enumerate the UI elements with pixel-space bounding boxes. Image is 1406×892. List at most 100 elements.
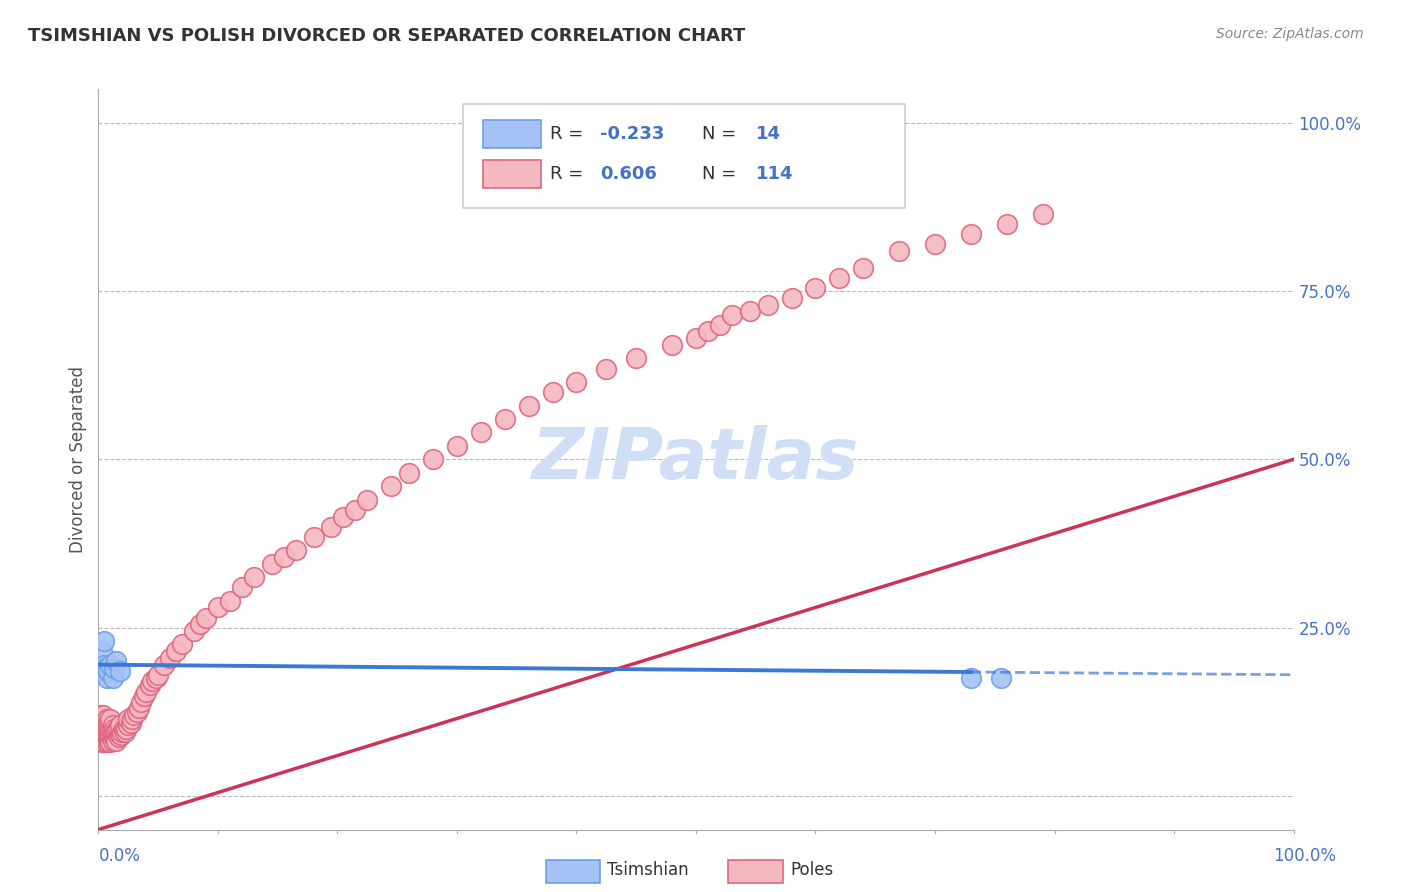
- Point: [96, 712, 118, 726]
- Point: [195, 610, 218, 624]
- Point: [446, 439, 468, 453]
- Text: N =: N =: [702, 165, 742, 183]
- Point: [93, 725, 115, 739]
- Point: [990, 671, 1012, 685]
- Point: [398, 466, 420, 480]
- Point: [273, 549, 295, 564]
- Point: [107, 728, 129, 742]
- Text: ZIPatlas: ZIPatlas: [533, 425, 859, 494]
- Point: [91, 712, 114, 726]
- Text: Tsimshian: Tsimshian: [607, 861, 689, 879]
- Point: [685, 331, 707, 345]
- Point: [98, 722, 122, 736]
- Point: [135, 684, 157, 698]
- Text: N =: N =: [702, 126, 742, 144]
- Point: [93, 634, 115, 648]
- Point: [98, 733, 121, 747]
- Point: [91, 644, 114, 658]
- Point: [153, 657, 176, 672]
- Point: [356, 492, 378, 507]
- Point: [107, 722, 129, 736]
- Point: [91, 735, 114, 749]
- Point: [1032, 207, 1054, 221]
- Point: [302, 530, 325, 544]
- FancyBboxPatch shape: [484, 160, 541, 187]
- Point: [89, 714, 111, 729]
- Point: [98, 735, 122, 749]
- Point: [97, 725, 120, 739]
- Point: [96, 671, 118, 685]
- Point: [565, 375, 588, 389]
- Point: [90, 731, 112, 746]
- Point: [96, 735, 118, 749]
- Point: [94, 714, 117, 729]
- Point: [98, 657, 122, 672]
- Point: [159, 651, 181, 665]
- Point: [97, 665, 120, 679]
- Point: [91, 728, 114, 742]
- Text: Poles: Poles: [790, 861, 834, 879]
- Point: [105, 654, 128, 668]
- Point: [98, 727, 121, 741]
- Point: [422, 452, 444, 467]
- Point: [661, 338, 683, 352]
- Point: [828, 270, 851, 285]
- Point: [90, 725, 112, 739]
- Point: [131, 695, 153, 709]
- Point: [960, 671, 983, 685]
- Point: [183, 624, 205, 638]
- Point: [108, 665, 131, 679]
- Point: [91, 722, 114, 736]
- Point: [219, 593, 242, 607]
- Point: [117, 718, 139, 732]
- Point: [321, 519, 343, 533]
- Point: [889, 244, 911, 258]
- Point: [115, 722, 138, 736]
- FancyBboxPatch shape: [463, 104, 905, 208]
- Point: [141, 674, 163, 689]
- Point: [121, 712, 143, 726]
- Point: [103, 722, 125, 736]
- Point: [114, 725, 136, 739]
- Point: [380, 479, 402, 493]
- Point: [98, 728, 122, 742]
- Point: [96, 728, 118, 742]
- Point: [108, 727, 131, 741]
- Text: R =: R =: [550, 126, 589, 144]
- Point: [91, 665, 114, 679]
- Point: [103, 730, 125, 744]
- Point: [145, 671, 167, 685]
- Point: [924, 237, 946, 252]
- Point: [284, 543, 307, 558]
- Text: 14: 14: [756, 126, 780, 144]
- Text: Source: ZipAtlas.com: Source: ZipAtlas.com: [1216, 27, 1364, 41]
- Point: [120, 716, 142, 731]
- Y-axis label: Divorced or Separated: Divorced or Separated: [69, 366, 87, 553]
- Point: [738, 304, 761, 318]
- Point: [721, 308, 744, 322]
- Point: [96, 722, 118, 736]
- Point: [112, 722, 135, 736]
- Point: [124, 708, 146, 723]
- Point: [756, 297, 779, 311]
- Point: [101, 671, 124, 685]
- Point: [93, 714, 115, 729]
- FancyBboxPatch shape: [484, 120, 541, 148]
- Point: [165, 644, 187, 658]
- Point: [90, 708, 112, 723]
- Point: [98, 718, 121, 732]
- Text: 0.0%: 0.0%: [98, 847, 141, 865]
- Text: -0.233: -0.233: [600, 126, 665, 144]
- Point: [91, 731, 114, 746]
- Point: [960, 227, 983, 241]
- Point: [107, 730, 129, 744]
- Point: [94, 725, 117, 739]
- Point: [128, 701, 150, 715]
- Point: [260, 557, 283, 571]
- Point: [104, 731, 127, 746]
- Point: [117, 712, 139, 726]
- Point: [103, 661, 125, 675]
- Point: [125, 705, 148, 719]
- Point: [595, 361, 617, 376]
- Point: [344, 503, 367, 517]
